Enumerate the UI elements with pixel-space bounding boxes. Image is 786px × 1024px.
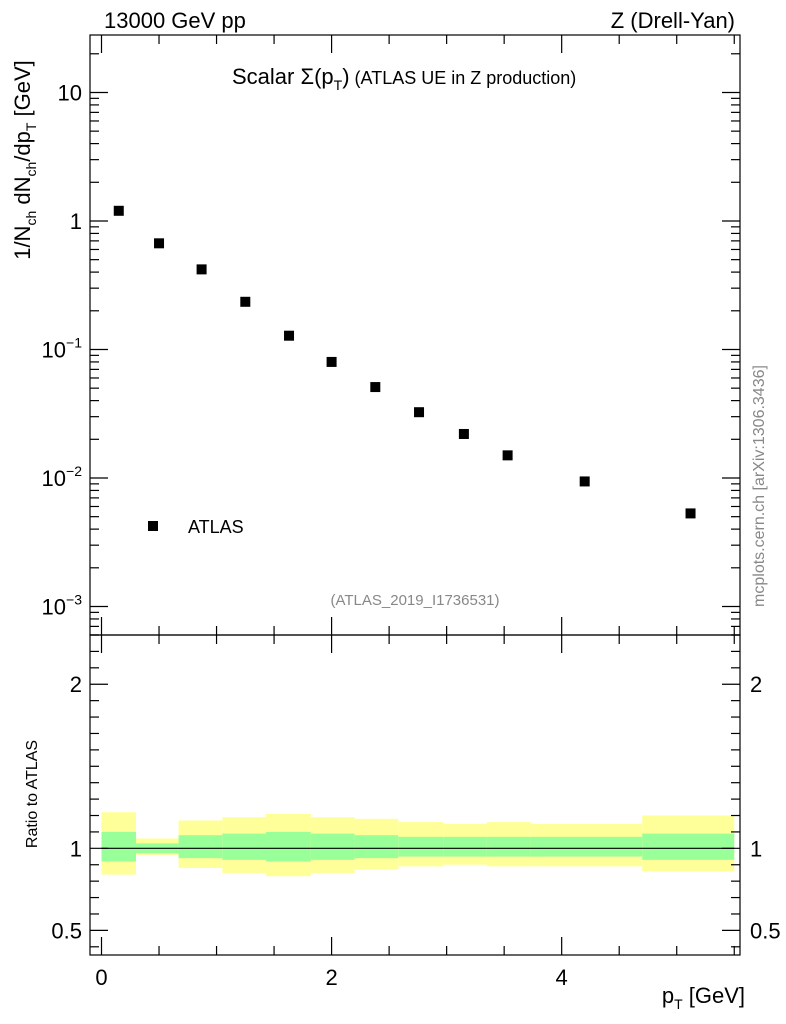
legend-marker-atlas <box>148 521 158 531</box>
header-left-label: 13000 GeV pp <box>104 8 246 33</box>
main-y-tick-label: 10 <box>58 80 82 105</box>
ratio-band-inner <box>530 836 643 857</box>
data-point <box>414 407 425 418</box>
ratio-y-axis-label: Ratio to ATLAS <box>24 740 41 848</box>
data-point <box>196 264 207 275</box>
x-tick-label: 2 <box>325 965 337 990</box>
ratio-band-inner <box>310 833 355 860</box>
ratio-bands <box>101 812 735 877</box>
data-point <box>458 428 469 439</box>
data-point <box>326 356 337 367</box>
x-axis-label: pT [GeV] <box>662 983 745 1012</box>
ratio-band-inner <box>354 835 399 859</box>
x-tick-label: 4 <box>556 965 568 990</box>
tick-labels: 10−3 10−2 10−1 1 10 0 2 4 0.5 0.5 1 1 2 2 <box>42 80 781 990</box>
ratio-y-tick-label-right: 0.5 <box>750 918 781 943</box>
ratio-y-tick-label: 0.5 <box>51 918 82 943</box>
axes <box>89 34 741 956</box>
main-y-axis-label: 1/Nch dNch/dpT [GeV] <box>10 60 39 260</box>
analysis-watermark: (ATLAS_2019_I1736531) <box>330 592 499 609</box>
header-right-label: Z (Drell-Yan) <box>611 8 735 33</box>
main-y-tick-label: 10−3 <box>42 591 83 619</box>
data-point <box>579 476 590 487</box>
side-source-label: mcplots.cern.ch [arXiv:1306.3436] <box>751 365 768 607</box>
ratio-band-inner <box>486 836 531 857</box>
main-data-points <box>113 205 696 519</box>
main-y-tick-label: 10−2 <box>42 463 83 491</box>
data-point <box>502 450 513 461</box>
ratio-y-tick-label: 2 <box>70 672 82 697</box>
ratio-band-inner <box>266 831 311 862</box>
data-point <box>284 330 295 341</box>
main-y-tick-label: 1 <box>70 209 82 234</box>
main-plot-frame <box>89 34 741 636</box>
legend-label-atlas: ATLAS <box>188 517 244 537</box>
main-y-tick-label: 10−1 <box>42 334 83 362</box>
ratio-band-inner <box>398 836 444 857</box>
ratio-plot-frame <box>89 634 741 956</box>
ratio-band-inner <box>101 831 137 862</box>
ratio-y-tick-label: 1 <box>70 836 82 861</box>
data-point <box>154 238 165 249</box>
ratio-band-inner <box>222 833 267 860</box>
ratio-y-tick-label-right: 2 <box>750 672 762 697</box>
ratio-band-inner <box>642 833 735 860</box>
x-tick-label: 0 <box>95 965 107 990</box>
data-point <box>240 296 251 307</box>
ratio-band-inner <box>443 836 487 857</box>
data-point <box>370 382 381 393</box>
plot-title: Scalar Σ(pT) (ATLAS UE in Z production) <box>232 64 576 93</box>
ratio-band-inner <box>178 835 223 859</box>
data-point <box>113 205 124 216</box>
ratio-y-tick-label-right: 1 <box>750 836 762 861</box>
data-point <box>685 508 696 519</box>
